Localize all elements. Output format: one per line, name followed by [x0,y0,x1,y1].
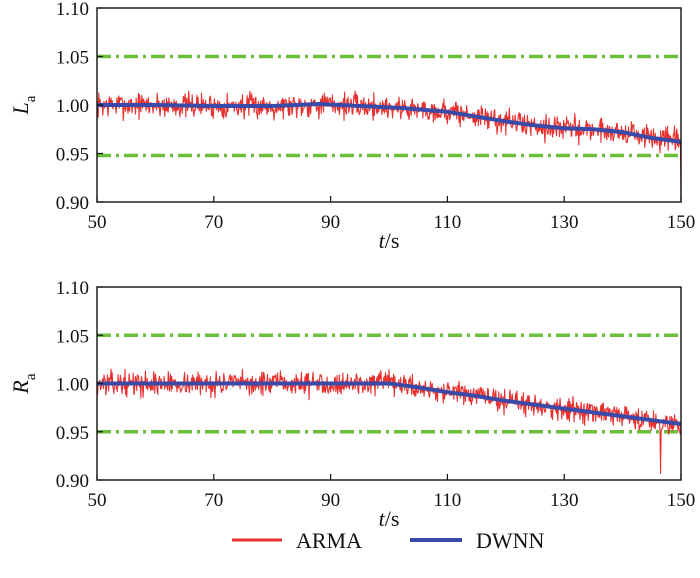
x-tick-label: 110 [434,490,462,511]
x-tick-label: 90 [321,212,340,233]
x-tick-label: 130 [550,212,579,233]
y-tick-label: 1.10 [56,278,89,299]
panel-bottom: 50 70 90 110 130 150 0.90 0.95 1.00 1.05 1.10 t/s Ra [8,278,695,531]
legend: ARMA DWNN [232,528,545,553]
x-tick-label: 50 [88,490,107,511]
series-arma-line [96,368,682,474]
y-tick-label: 0.95 [56,423,89,444]
y-tick-label: 0.90 [56,471,89,492]
series-dwnn-line [97,381,682,427]
y-tick-label: 1.10 [56,0,89,20]
y-axis-label: Ra [8,373,39,394]
y-tick-label: 0.95 [56,145,89,166]
x-tick-label: 70 [204,212,223,233]
y-tick-label: 1.00 [56,375,89,396]
x-axis-label: t/s [379,506,400,531]
y-tick-label: 1.05 [56,48,89,69]
y-axis-label: La [8,95,39,115]
series-arma-line [96,90,682,198]
series-dwnn-line [97,102,682,144]
x-tick-label: 110 [434,212,462,233]
x-tick-label: 130 [550,490,579,511]
x-tick-label: 90 [321,490,340,511]
panel-top: 50 70 90 110 130 150 0.90 0.95 1.00 1.05 1.10 t/s La [8,0,695,253]
x-tick-label: 150 [667,212,696,233]
x-tick-label: 70 [204,490,223,511]
x-tick-label: 50 [88,212,107,233]
y-tick-label: 1.05 [56,326,89,347]
legend-arma-label: ARMA [296,528,362,553]
x-tick-label: 150 [667,490,696,511]
y-tick-label: 1.00 [56,96,89,117]
legend-dwnn-label: DWNN [476,528,545,553]
x-axis-label: t/s [379,228,400,253]
y-tick-label: 0.90 [56,193,89,214]
